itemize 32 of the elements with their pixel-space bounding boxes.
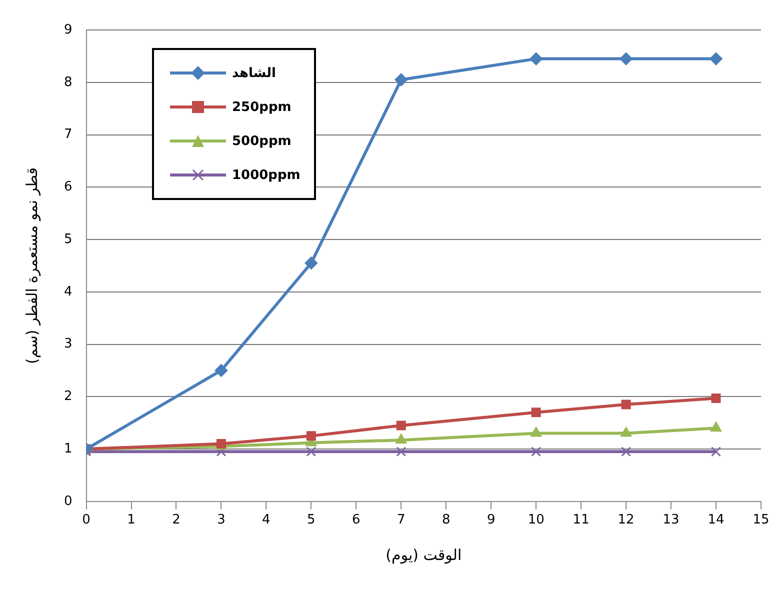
legend-label: 500ppm bbox=[232, 134, 292, 148]
y-tick-label: 6 bbox=[64, 180, 72, 195]
legend-label: 1000ppm bbox=[232, 168, 300, 182]
x-axis-title: الوقت (يوم) bbox=[386, 546, 462, 564]
x-tick-label: 5 bbox=[307, 512, 316, 528]
y-tick-label: 5 bbox=[64, 232, 72, 247]
x-tick-label: 4 bbox=[262, 512, 270, 528]
legend-label: الشاهد bbox=[232, 66, 276, 80]
y-axis-title: قطر نمو مستعمرة الفطر (سم) bbox=[22, 167, 41, 364]
y-tick-label: 1 bbox=[64, 441, 72, 456]
x-tick-label: 13 bbox=[662, 512, 680, 528]
x-tick-label: 7 bbox=[397, 512, 406, 528]
x-tick-label: 10 bbox=[528, 512, 544, 528]
y-tick-label: 0 bbox=[64, 494, 72, 509]
y-tick-label: 4 bbox=[64, 284, 72, 300]
x-tick-label: 15 bbox=[752, 512, 770, 528]
y-tick-label: 2 bbox=[64, 389, 72, 404]
x-tick-label: 1 bbox=[127, 512, 136, 528]
legend-label: 250ppm bbox=[232, 100, 292, 114]
x-tick-label: 12 bbox=[618, 512, 634, 528]
y-tick-label: 8 bbox=[64, 74, 72, 90]
y-tick-label: 3 bbox=[64, 336, 72, 352]
x-tick-label: 9 bbox=[486, 512, 496, 528]
x-tick-label: 14 bbox=[708, 512, 724, 528]
x-tick-label: 3 bbox=[217, 512, 226, 528]
x-tick-label: 11 bbox=[572, 512, 590, 528]
x-tick-label: 8 bbox=[442, 512, 450, 528]
x-tick-label: 6 bbox=[352, 512, 360, 528]
x-tick-label: 0 bbox=[82, 512, 90, 528]
y-tick-label: 9 bbox=[64, 22, 72, 38]
x-tick-label: 2 bbox=[172, 512, 180, 528]
y-tick-label: 7 bbox=[64, 127, 72, 142]
